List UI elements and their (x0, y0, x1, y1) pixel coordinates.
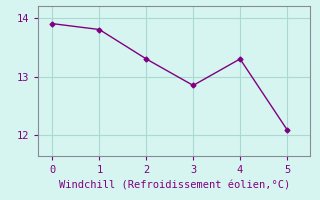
X-axis label: Windchill (Refroidissement éolien,°C): Windchill (Refroidissement éolien,°C) (59, 181, 290, 191)
